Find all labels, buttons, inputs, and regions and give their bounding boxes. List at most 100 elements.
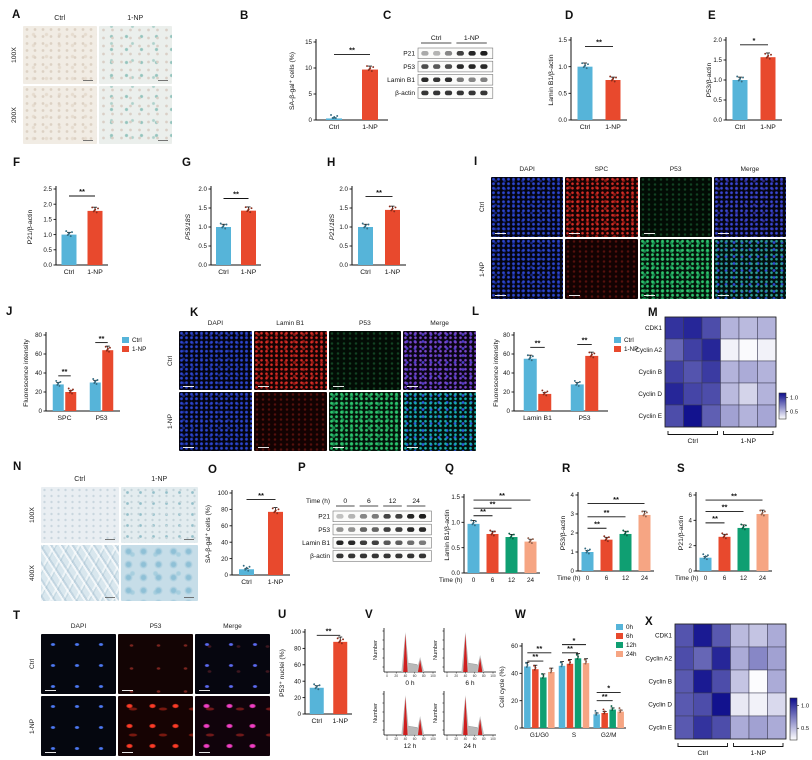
svg-text:0: 0 xyxy=(571,568,575,575)
micrograph-ctrl-merge xyxy=(713,177,786,237)
bar-chart: 0 2 4 6 P21/β-actin 0 6 12 24 Time (h) ** ** ** xyxy=(674,485,778,597)
bar-chart: 0 20 40 60 80 Fluorescence intensity SPC P53 ** *… xyxy=(12,321,162,443)
svg-text:P21/β-actin: P21/β-actin xyxy=(27,210,34,245)
svg-text:*: * xyxy=(607,684,610,693)
svg-text:20: 20 xyxy=(454,737,458,741)
svg-text:1-NP: 1-NP xyxy=(132,346,146,353)
svg-text:**: ** xyxy=(535,339,541,348)
panel-letter-C: C xyxy=(383,10,392,22)
panel-letter-S: S xyxy=(677,463,685,475)
svg-text:CDK1: CDK1 xyxy=(645,325,662,332)
svg-text:6h: 6h xyxy=(626,633,634,640)
bar-chart: 0.0 0.5 1.0 1.5 2.0 P53/β-actin Ctrl 1-NP * xyxy=(704,28,808,144)
bar-chart: 0 5 10 15 SA-β-gal⁺ cells (%) Ctrl 1-NP ** xyxy=(278,30,396,144)
svg-text:80: 80 xyxy=(503,332,510,339)
svg-text:Number: Number xyxy=(373,640,379,660)
micrograph-400x-ctrl xyxy=(41,545,119,601)
svg-text:1.5: 1.5 xyxy=(43,217,52,224)
svg-text:100: 100 xyxy=(218,490,229,497)
svg-text:**: ** xyxy=(594,519,600,528)
panel-F: F 0.0 0.5 1.0 1.5 2.0 2.5 P21/β-actin Ctrl 1-NP ** xyxy=(8,155,120,305)
svg-text:**: ** xyxy=(532,652,538,661)
svg-text:4: 4 xyxy=(689,518,693,525)
svg-text:24: 24 xyxy=(527,577,535,584)
svg-text:6: 6 xyxy=(723,575,727,582)
micrograph-ctrl-p53 xyxy=(328,331,402,390)
svg-text:Number: Number xyxy=(433,640,439,660)
svg-text:**: ** xyxy=(62,367,68,376)
micrograph-1-np-p53 xyxy=(639,239,712,299)
svg-text:P53: P53 xyxy=(318,527,330,534)
panel-R: R 0 1 2 3 4 P53/β-actin 0 6 12 24 Time (h) ** ** ** xyxy=(552,455,664,606)
svg-text:60: 60 xyxy=(221,523,228,530)
row-label-200x: 200X xyxy=(11,107,18,123)
svg-text:**: ** xyxy=(731,491,737,500)
svg-text:**: ** xyxy=(722,503,728,512)
micrograph-1-np-p53 xyxy=(118,696,193,756)
svg-text:1: 1 xyxy=(571,549,575,556)
svg-text:100: 100 xyxy=(430,674,436,678)
panel-Q: Q 0.0 0.5 1.0 1.5 Lamin B1/β-actin 0 6 12 24 Time … xyxy=(436,455,548,606)
svg-text:0: 0 xyxy=(225,572,229,579)
column-header-1-np: 1-NP xyxy=(151,475,168,483)
row-label-ctrl: Ctrl xyxy=(167,355,174,366)
micrograph-1-np-merge xyxy=(403,392,476,451)
svg-text:0: 0 xyxy=(689,568,693,575)
svg-text:15: 15 xyxy=(305,39,312,46)
panel-A: A Ctrl 1-NP 100X 200X xyxy=(2,2,182,150)
image-grid: Ctrl 1-NP 100X 200X xyxy=(8,12,172,144)
svg-text:Cyclin D: Cyclin D xyxy=(638,391,662,398)
svg-text:2.0: 2.0 xyxy=(43,201,52,208)
svg-text:1-NP: 1-NP xyxy=(464,35,480,42)
micrograph-200x-ctrl xyxy=(23,86,97,144)
svg-text:0: 0 xyxy=(704,575,708,582)
svg-text:**: ** xyxy=(604,508,610,517)
svg-text:0: 0 xyxy=(515,725,519,732)
svg-text:12: 12 xyxy=(389,498,397,505)
image-grid: DAPI Lamin B1 P53 Merge Ctrl 1-NP xyxy=(164,317,476,451)
svg-text:6: 6 xyxy=(367,498,371,505)
svg-text:**: ** xyxy=(233,190,239,199)
svg-text:40: 40 xyxy=(503,370,510,377)
western-blot: Time (h) 0 6 12 24 P21 P53 Lamin B1 β-actin xyxy=(293,473,438,603)
svg-text:0: 0 xyxy=(472,577,476,584)
svg-text:20: 20 xyxy=(294,695,301,702)
svg-text:β-actin: β-actin xyxy=(395,90,415,97)
svg-text:Cyclin A2: Cyclin A2 xyxy=(635,347,662,354)
svg-text:24: 24 xyxy=(641,575,649,582)
row-label-1-np: 1-NP xyxy=(29,718,36,734)
svg-text:20: 20 xyxy=(511,698,518,705)
panel-G: G 0.0 0.5 1.0 1.5 2.0 P53/18S Ctrl 1-NP ** xyxy=(165,155,273,305)
svg-text:20: 20 xyxy=(394,737,398,741)
image-grid: Ctrl 1-NP 100X 400X xyxy=(26,473,198,601)
svg-text:P21: P21 xyxy=(403,51,415,58)
svg-text:24 h: 24 h xyxy=(464,743,477,750)
svg-text:Cyclin A2: Cyclin A2 xyxy=(645,656,672,663)
svg-text:1-NP: 1-NP xyxy=(751,750,767,757)
svg-text:2.0: 2.0 xyxy=(339,186,348,193)
panel-letter-G: G xyxy=(182,157,191,169)
column-header-merge: Merge xyxy=(223,622,242,630)
svg-text:1.0: 1.0 xyxy=(790,396,798,402)
svg-text:24: 24 xyxy=(759,575,767,582)
svg-text:Ctrl: Ctrl xyxy=(580,124,591,131)
svg-text:1.0: 1.0 xyxy=(801,704,809,710)
panel-V: V 0 20 40 60 80 100 Number 0 h 0 20 40 60 80 100 Number… xyxy=(358,600,514,758)
micrograph-100x-1-np xyxy=(98,26,172,84)
svg-text:*: * xyxy=(573,636,576,645)
panel-letter-X: X xyxy=(645,616,653,628)
svg-text:P53: P53 xyxy=(403,64,415,71)
svg-text:1-NP: 1-NP xyxy=(362,124,378,131)
svg-text:**: ** xyxy=(376,188,382,197)
panel-I: I DAPI SPC P53 Merge Ctrl 1-NP xyxy=(468,153,790,303)
svg-text:1.0: 1.0 xyxy=(451,520,460,527)
svg-text:6 h: 6 h xyxy=(465,680,474,687)
panel-L: L 0 20 40 60 80 Fluorescence intensity Lamin B1… xyxy=(468,303,658,455)
svg-text:P53: P53 xyxy=(95,415,107,422)
bar-chart: 0 20 40 60 80 100 P53⁺ nuclei (%) Ctrl 1-NP ** xyxy=(274,624,366,734)
svg-text:20: 20 xyxy=(35,389,42,396)
row-label-100x: 100X xyxy=(11,47,18,63)
micrograph-1-np-dapi xyxy=(179,392,252,451)
svg-text:Ctrl: Ctrl xyxy=(311,718,322,725)
svg-text:Cyclin E: Cyclin E xyxy=(649,725,672,732)
